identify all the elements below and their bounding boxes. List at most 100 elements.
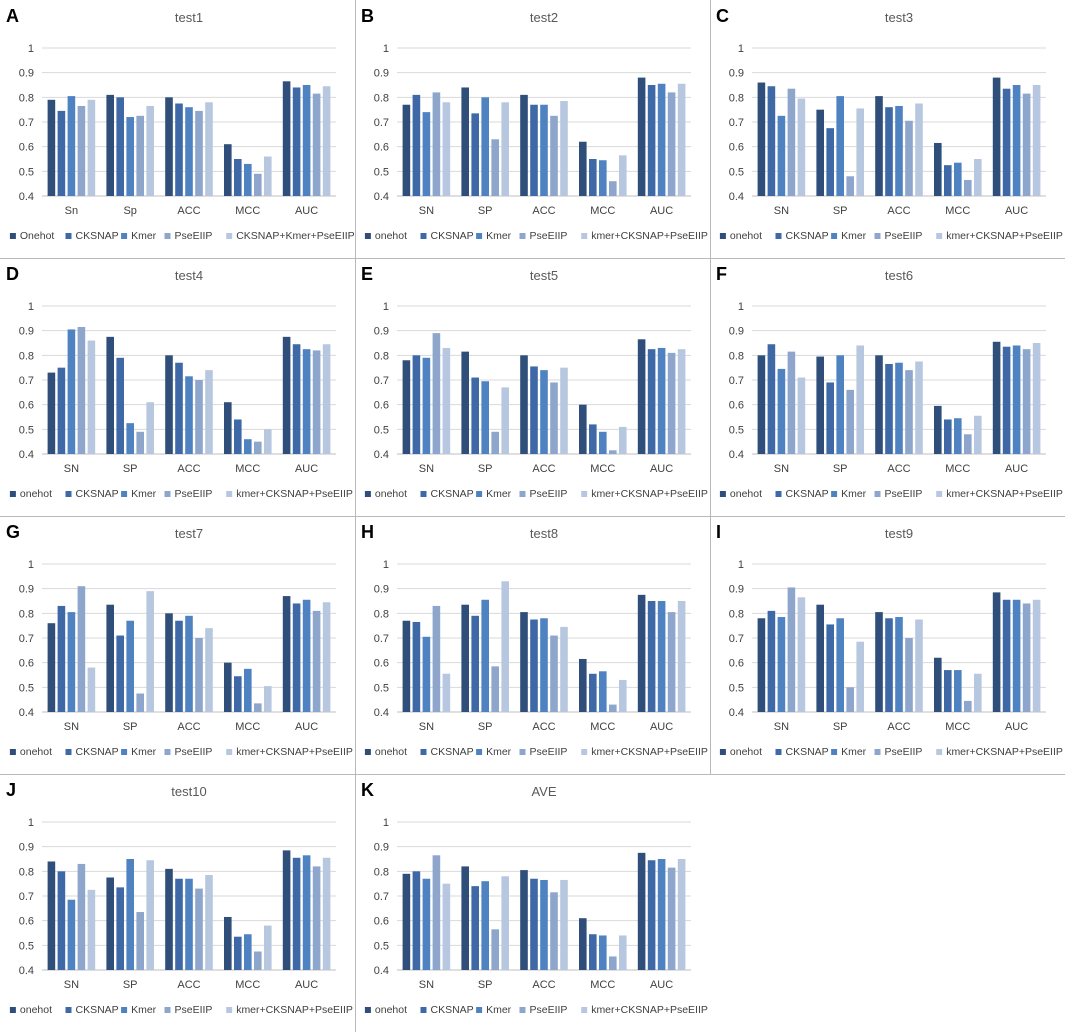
y-tick-label: 0.6 xyxy=(19,142,34,154)
x-tick-label: ACC xyxy=(532,979,555,991)
x-tick-label: SN xyxy=(419,721,434,733)
y-tick-label: 0.6 xyxy=(374,142,389,154)
bar-kmer-acc xyxy=(540,370,548,454)
chart-title: AVE xyxy=(531,784,556,799)
bar-kmer-mcc xyxy=(244,163,252,196)
bar-onehot-acc xyxy=(165,355,173,454)
x-tick-label: AUC xyxy=(650,463,673,475)
chart-title: test8 xyxy=(530,526,558,541)
bar-onehot-sn xyxy=(402,873,411,970)
y-tick-label: 0.8 xyxy=(374,350,389,362)
bar-onehot-acc xyxy=(165,97,173,196)
legend-label: Kmer xyxy=(131,746,157,758)
panel-letter: D xyxy=(6,264,19,284)
bar-kmer-cksnap-pseeiip-sp xyxy=(856,345,864,454)
bar-pseeiip-mcc xyxy=(254,441,262,454)
bar-kmer-cksnap-pseeiip-mcc xyxy=(974,673,982,712)
bar-kmer-sp xyxy=(836,355,844,454)
bar-pseeiip-sn xyxy=(787,88,796,196)
bar-cksnap-sp xyxy=(471,113,479,196)
bar-cksnap-auc xyxy=(1002,88,1011,196)
y-tick-label: 0.7 xyxy=(19,117,34,129)
legend-label: Kmer xyxy=(486,488,512,500)
y-tick-label: 0.9 xyxy=(19,842,34,854)
bar-onehot-sn xyxy=(757,618,766,712)
bar-cksnap-auc xyxy=(1002,599,1011,712)
x-tick-label: AUC xyxy=(295,463,318,475)
bar-onehot-auc xyxy=(637,852,646,970)
bar-kmer-auc xyxy=(302,85,311,196)
legend-swatch xyxy=(519,233,526,239)
bar-pseeiip-acc xyxy=(905,638,913,712)
bar-kmer-auc xyxy=(657,859,666,970)
bar-onehot-sp xyxy=(816,356,824,454)
legend-swatch xyxy=(581,491,588,497)
bar-pseeiip-auc xyxy=(1022,93,1031,196)
bar-kmer-mcc xyxy=(244,439,252,454)
chart-title: test1 xyxy=(175,10,203,25)
legend-label: Kmer xyxy=(841,488,867,500)
bar-kmer-sp xyxy=(481,599,489,712)
legend-swatch xyxy=(9,233,16,239)
x-tick-label: SP xyxy=(833,721,848,733)
bar-kmer-cksnap-pseeiip-auc xyxy=(322,602,331,712)
y-tick-label: 0.7 xyxy=(729,633,744,645)
bar-pseeiip-acc xyxy=(550,115,558,196)
bar-pseeiip-sn xyxy=(77,105,86,196)
x-tick-label: SP xyxy=(833,205,848,217)
bar-kmer-cksnap-pseeiip-sn xyxy=(442,883,451,970)
x-tick-label: SP xyxy=(478,721,493,733)
x-tick-label: ACC xyxy=(532,205,555,217)
y-tick-label: 0.5 xyxy=(729,166,744,178)
x-tick-label: ACC xyxy=(887,463,910,475)
legend-label: PseEIIP xyxy=(175,1004,213,1016)
bar-kmer-cksnap-pseeiip-sn xyxy=(797,98,806,196)
legend-swatch xyxy=(121,491,128,497)
y-tick-label: 0.6 xyxy=(19,658,34,670)
legend-label: CKSNAP+Kmer+PseEIIP xyxy=(236,230,354,242)
legend-label: kmer+CKSNAP+PseEIIP xyxy=(591,746,708,758)
bar-pseeiip-sn xyxy=(432,333,441,454)
y-tick-label: 0.9 xyxy=(729,584,744,596)
bar-pseeiip-acc xyxy=(550,892,558,970)
x-tick-label: MCC xyxy=(590,979,615,991)
legend-label: PseEIIP xyxy=(530,230,568,242)
bar-pseeiip-auc xyxy=(312,866,321,970)
bar-cksnap-sp xyxy=(116,635,124,712)
bar-onehot-mcc xyxy=(224,916,232,970)
bar-onehot-acc xyxy=(165,613,173,712)
bar-kmer-mcc xyxy=(599,431,607,454)
bar-kmer-cksnap-pseeiip-acc xyxy=(915,103,923,196)
chart-title: test2 xyxy=(530,10,558,25)
panel-divider xyxy=(0,258,1065,259)
bar-cksnap-mcc xyxy=(589,159,597,196)
bar-pseeiip-mcc xyxy=(254,703,262,712)
x-tick-label: AUC xyxy=(295,979,318,991)
bar-kmer-sn xyxy=(422,878,431,970)
legend-label: kmer+CKSNAP+PseEIIP xyxy=(591,488,708,500)
bar-pseeiip-sn xyxy=(432,855,441,970)
bar-cksnap-sp xyxy=(471,886,479,970)
y-tick-label: 0.6 xyxy=(19,916,34,928)
legend-swatch xyxy=(936,749,943,755)
y-tick-label: 0.8 xyxy=(729,92,744,104)
y-tick-label: 0.9 xyxy=(374,326,389,338)
bar-kmer-acc xyxy=(185,615,193,712)
legend-swatch xyxy=(226,233,233,239)
legend-swatch xyxy=(364,1007,371,1013)
y-tick-label: 1 xyxy=(383,301,389,313)
bar-onehot-sn xyxy=(47,623,56,712)
bar-kmer-mcc xyxy=(954,418,962,454)
panel-letter: C xyxy=(716,6,729,26)
bar-kmer-cksnap-pseeiip-sn xyxy=(797,377,806,454)
bar-kmer-cksnap-pseeiip-mcc xyxy=(619,935,627,970)
bar-onehot-mcc xyxy=(579,404,587,454)
panel-letter: J xyxy=(6,780,16,800)
y-tick-label: 0.6 xyxy=(729,400,744,412)
legend-swatch xyxy=(364,749,371,755)
bar-onehot-auc xyxy=(282,850,291,970)
